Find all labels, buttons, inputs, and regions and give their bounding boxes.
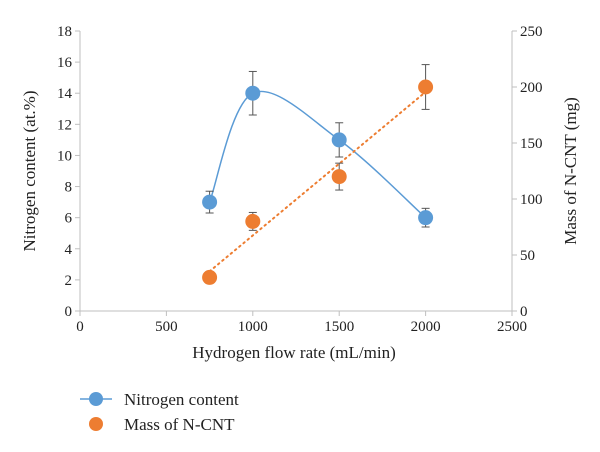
legend-item-mass: Mass of N-CNT <box>89 415 235 434</box>
right-y-axis-ticks: 0 50 100 150 200 250 <box>512 24 543 320</box>
left-y-tick-label: 12 <box>57 117 72 133</box>
data-points <box>202 79 434 285</box>
left-y-tick-label: 4 <box>65 242 73 258</box>
mass-trendline <box>208 90 427 273</box>
right-y-tick-label: 50 <box>520 248 535 264</box>
left-y-axis-label: Nitrogen content (at.%) <box>20 91 39 252</box>
legend-label-nitrogen: Nitrogen content <box>124 390 239 409</box>
error-bars <box>205 64 430 231</box>
nitrogen-content-point <box>418 210 434 226</box>
x-tick-label: 2000 <box>411 319 441 335</box>
x-tick-label: 2500 <box>497 319 527 335</box>
x-tick-label: 1500 <box>324 319 354 335</box>
left-y-axis-ticks: 0 2 4 6 8 10 12 14 16 18 <box>57 24 80 320</box>
nitrogen-content-point <box>202 194 218 210</box>
legend-marker-mass <box>89 417 103 431</box>
left-y-tick-label: 10 <box>57 148 72 164</box>
nitrogen-content-point <box>331 132 347 148</box>
x-axis-ticks: 0 500 1000 1500 2000 2500 <box>76 311 527 335</box>
right-y-tick-label: 0 <box>520 304 528 320</box>
x-axis-label: Hydrogen flow rate (mL/min) <box>192 343 395 362</box>
right-y-tick-label: 200 <box>520 80 543 96</box>
right-y-tick-label: 250 <box>520 24 543 40</box>
axes <box>79 31 513 312</box>
right-y-tick-label: 150 <box>520 136 543 152</box>
left-y-tick-label: 14 <box>57 86 73 102</box>
nitrogen-content-line <box>208 90 427 219</box>
legend: Nitrogen content Mass of N-CNT <box>80 390 239 434</box>
left-y-tick-label: 16 <box>57 55 73 71</box>
left-y-tick-label: 6 <box>65 211 73 227</box>
x-tick-label: 0 <box>76 319 84 335</box>
left-y-tick-label: 18 <box>57 24 72 40</box>
x-tick-label: 500 <box>155 319 178 335</box>
legend-item-nitrogen: Nitrogen content <box>80 390 239 409</box>
left-y-tick-label: 0 <box>65 304 73 320</box>
left-y-tick-label: 8 <box>65 180 73 196</box>
mass-n-cnt-point <box>202 269 218 285</box>
right-y-axis-label: Mass of N-CNT (mg) <box>561 97 580 244</box>
left-y-tick-label: 2 <box>65 273 73 289</box>
legend-label-mass: Mass of N-CNT <box>124 415 235 434</box>
legend-marker-nitrogen <box>89 392 103 406</box>
mass-n-cnt-point <box>418 79 434 95</box>
nitrogen-content-point <box>245 85 261 101</box>
mass-n-cnt-point <box>245 213 261 229</box>
mass-n-cnt-point <box>331 169 347 185</box>
series-lines <box>208 90 427 273</box>
right-y-tick-label: 100 <box>520 192 543 208</box>
x-tick-label: 1000 <box>238 319 268 335</box>
